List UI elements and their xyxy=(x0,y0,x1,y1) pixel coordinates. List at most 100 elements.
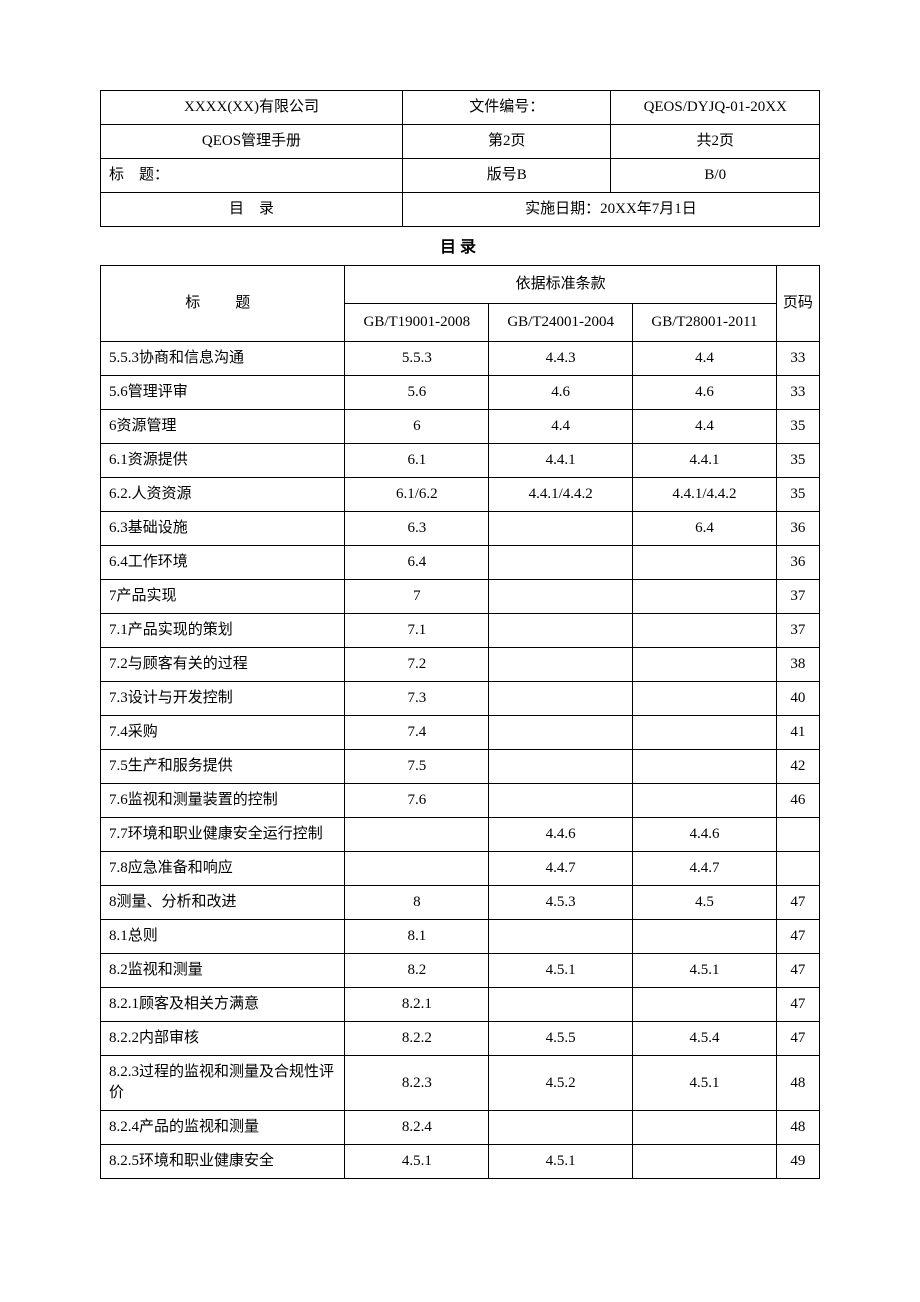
toc-cell-c3: 4.4.1/4.4.2 xyxy=(633,478,777,512)
toc-cell-p: 41 xyxy=(776,716,819,750)
col-page: 页码 xyxy=(776,266,819,342)
table-row: 8.2.4产品的监视和测量8.2.448 xyxy=(101,1111,820,1145)
manual-name: QEOS管理手册 xyxy=(101,125,403,159)
effective-date: 实施日期：20XX年7月1日 xyxy=(402,193,819,227)
table-row: 8.2.5环境和职业健康安全4.5.14.5.149 xyxy=(101,1145,820,1179)
table-row: 8.1总则8.1 47 xyxy=(101,920,820,954)
std3-header: GB/T28001-2011 xyxy=(633,304,777,342)
std1-header: GB/T19001-2008 xyxy=(345,304,489,342)
toc-cell-c3: 4.4.7 xyxy=(633,852,777,886)
toc-cell-c3 xyxy=(633,682,777,716)
toc-cell-c3: 4.5 xyxy=(633,886,777,920)
toc-cell-c2: 4.4.7 xyxy=(489,852,633,886)
toc-cell-c2 xyxy=(489,920,633,954)
toc-cell-p: 36 xyxy=(776,546,819,580)
toc-cell-c1: 8.1 xyxy=(345,920,489,954)
toc-cell-t: 6.1资源提供 xyxy=(101,444,345,478)
toc-cell-p: 35 xyxy=(776,410,819,444)
toc-cell-c3: 4.5.1 xyxy=(633,1056,777,1111)
toc-cell-c2: 4.4.6 xyxy=(489,818,633,852)
toc-cell-c2: 4.5.5 xyxy=(489,1022,633,1056)
toc-cell-t: 8测量、分析和改进 xyxy=(101,886,345,920)
toc-cell-c3: 4.4.1 xyxy=(633,444,777,478)
version-label: 版号B xyxy=(402,159,611,193)
toc-cell-c2: 4.4.1/4.4.2 xyxy=(489,478,633,512)
toc-cell-p: 38 xyxy=(776,648,819,682)
table-row: 7.6监视和测量装置的控制7.646 xyxy=(101,784,820,818)
toc-cell-p: 47 xyxy=(776,920,819,954)
table-row: 7.8应急准备和响应4.4.74.4.7 xyxy=(101,852,820,886)
toc-cell-c1: 6 xyxy=(345,410,489,444)
toc-cell-t: 6资源管理 xyxy=(101,410,345,444)
toc-cell-p: 48 xyxy=(776,1056,819,1111)
toc-cell-c1: 8.2 xyxy=(345,954,489,988)
toc-cell-c2 xyxy=(489,546,633,580)
table-row: 7.7环境和职业健康安全运行控制4.4.64.4.6 xyxy=(101,818,820,852)
table-row: 6.3基础设施6.36.436 xyxy=(101,512,820,546)
docno-label: 文件编号： xyxy=(402,91,611,125)
document-header-table: XXXX(XX)有限公司 文件编号： QEOS/DYJQ-01-20XX QEO… xyxy=(100,90,820,227)
toc-cell-c1: 6.1/6.2 xyxy=(345,478,489,512)
toc-cell-p: 47 xyxy=(776,954,819,988)
table-row: 7.3设计与开发控制7.340 xyxy=(101,682,820,716)
table-row: 8.2.1顾客及相关方满意8.2.147 xyxy=(101,988,820,1022)
toc-heading: 目录 xyxy=(100,233,820,257)
toc-cell-c3 xyxy=(633,920,777,954)
toc-cell-c1: 7.1 xyxy=(345,614,489,648)
toc-cell-c3 xyxy=(633,614,777,648)
table-row: 7.4采购7.4 41 xyxy=(101,716,820,750)
page-current: 第2页 xyxy=(402,125,611,159)
page-total: 共2页 xyxy=(611,125,820,159)
toc-cell-c3 xyxy=(633,580,777,614)
toc-cell-t: 6.2.人资资源 xyxy=(101,478,345,512)
toc-cell-p: 35 xyxy=(776,444,819,478)
toc-cell-c3 xyxy=(633,546,777,580)
toc-cell-t: 8.2.5环境和职业健康安全 xyxy=(101,1145,345,1179)
toc-cell-c2 xyxy=(489,580,633,614)
toc-cell-c2: 4.5.1 xyxy=(489,1145,633,1179)
toc-cell-p xyxy=(776,852,819,886)
toc-cell-p: 37 xyxy=(776,614,819,648)
toc-cell-c1: 5.6 xyxy=(345,376,489,410)
toc-cell-c2 xyxy=(489,614,633,648)
toc-cell-p: 35 xyxy=(776,478,819,512)
toc-cell-p: 36 xyxy=(776,512,819,546)
toc-cell-c1: 5.5.3 xyxy=(345,342,489,376)
table-row: 6资源管理64.44.435 xyxy=(101,410,820,444)
toc-cell-c3: 4.6 xyxy=(633,376,777,410)
toc-cell-c1: 7.4 xyxy=(345,716,489,750)
toc-cell-c3: 4.4 xyxy=(633,342,777,376)
toc-cell-t: 7.1产品实现的策划 xyxy=(101,614,345,648)
toc-cell-c2: 4.4 xyxy=(489,410,633,444)
toc-cell-c2 xyxy=(489,512,633,546)
col-title: 标 题 xyxy=(101,266,345,342)
toc-cell-p: 46 xyxy=(776,784,819,818)
table-row: 8测量、分析和改进84.5.34.547 xyxy=(101,886,820,920)
toc-cell-t: 7.4采购 xyxy=(101,716,345,750)
toc-cell-c3: 4.5.1 xyxy=(633,954,777,988)
table-row: 7.5生产和服务提供7.542 xyxy=(101,750,820,784)
toc-cell-p: 47 xyxy=(776,988,819,1022)
toc-cell-t: 8.2.2内部审核 xyxy=(101,1022,345,1056)
toc-cell-c1: 6.4 xyxy=(345,546,489,580)
table-row: 6.4工作环境6.436 xyxy=(101,546,820,580)
table-row: 7产品实现737 xyxy=(101,580,820,614)
toc-cell-t: 8.2.1顾客及相关方满意 xyxy=(101,988,345,1022)
col-basis: 依据标准条款 xyxy=(345,266,776,304)
toc-cell-c1: 6.1 xyxy=(345,444,489,478)
toc-cell-c1: 8.2.3 xyxy=(345,1056,489,1111)
toc-cell-t: 5.5.3协商和信息沟通 xyxy=(101,342,345,376)
toc-table: 标 题 依据标准条款 页码 GB/T19001-2008 GB/T24001-2… xyxy=(100,265,820,1179)
toc-cell-c2: 4.4.1 xyxy=(489,444,633,478)
toc-cell-c3: 4.5.4 xyxy=(633,1022,777,1056)
toc-cell-c1: 8.2.4 xyxy=(345,1111,489,1145)
toc-cell-c1: 8 xyxy=(345,886,489,920)
toc-cell-c3 xyxy=(633,1111,777,1145)
toc-cell-t: 8.1总则 xyxy=(101,920,345,954)
toc-cell-p: 47 xyxy=(776,1022,819,1056)
toc-cell-p: 42 xyxy=(776,750,819,784)
toc-cell-t: 7.6监视和测量装置的控制 xyxy=(101,784,345,818)
toc-cell-c1 xyxy=(345,852,489,886)
toc-cell-c2 xyxy=(489,750,633,784)
table-row: 7.1产品实现的策划7.1 37 xyxy=(101,614,820,648)
